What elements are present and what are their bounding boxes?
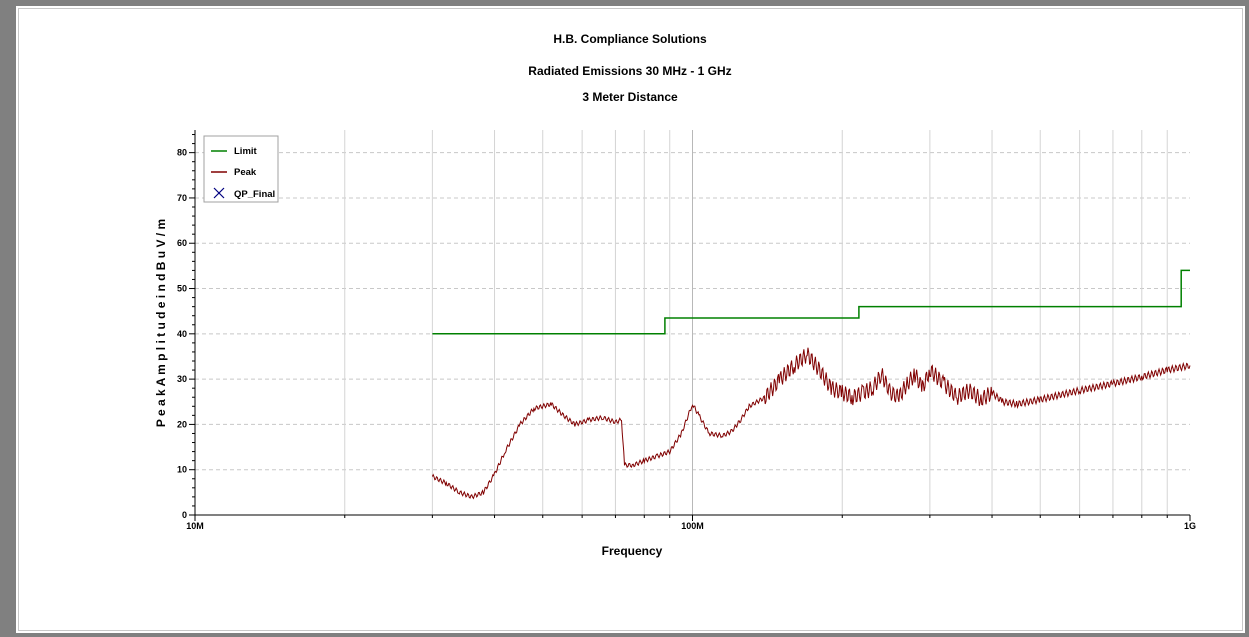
chart-subtitle: Radiated Emissions 30 MHz - 1 GHz — [528, 64, 731, 78]
axes — [189, 130, 1191, 521]
legend-qp-final-marker — [213, 187, 225, 199]
y-tick-labels: 0 10 20 30 40 50 60 70 80 — [177, 148, 187, 520]
legend-limit-label: Limit — [234, 146, 258, 157]
x-tick-labels: 10M 100M 1G — [186, 521, 1196, 531]
plot-series — [431, 269, 1191, 500]
y-tick-label: 60 — [177, 238, 187, 248]
x-tick-label: 1G — [1184, 521, 1196, 531]
peak-trace — [431, 347, 1191, 500]
chart-title: H.B. Compliance Solutions — [553, 32, 707, 46]
y-tick-label: 30 — [177, 374, 187, 384]
y-tick-label: 10 — [177, 465, 187, 475]
y-tick-label: 70 — [177, 193, 187, 203]
x-tick-label: 10M — [186, 521, 204, 531]
x-tick-label: 100M — [681, 521, 704, 531]
y-tick-label: 40 — [177, 329, 187, 339]
y-tick-label: 0 — [182, 510, 187, 520]
y-tick-label: 50 — [177, 284, 187, 294]
legend-qp-final-label: QP_Final — [234, 189, 275, 200]
y-tick-label: 80 — [177, 148, 187, 158]
legend-peak-label: Peak — [234, 167, 257, 178]
grid-lines — [195, 130, 1190, 515]
legend: Limit Peak QP_Final — [203, 135, 279, 203]
x-axis-label: Frequency — [602, 544, 663, 558]
y-tick-label: 20 — [177, 419, 187, 429]
chart-subtitle-distance: 3 Meter Distance — [582, 90, 678, 104]
y-axis-label: P e a k A m p l i t u d e i n d B u V / … — [154, 219, 168, 427]
chart-border — [18, 8, 1243, 631]
limit-line — [432, 269, 1190, 335]
